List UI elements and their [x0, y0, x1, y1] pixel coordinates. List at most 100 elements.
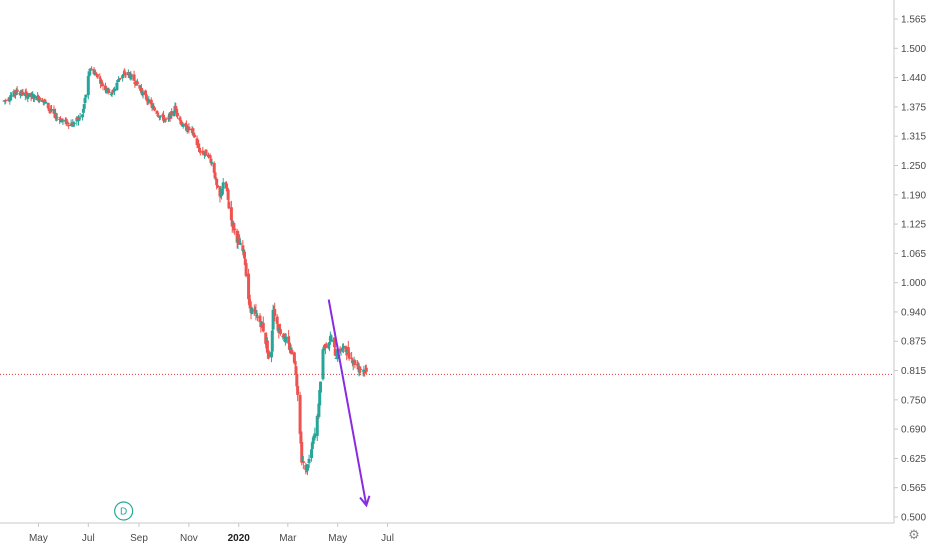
candle-body [264, 332, 268, 344]
candle-body [330, 339, 334, 342]
candle-body [25, 92, 29, 98]
candle-body [227, 201, 231, 209]
candle-body [153, 107, 157, 111]
candle-body [220, 188, 224, 195]
candles-layer [2, 66, 368, 476]
candle-body [226, 189, 230, 200]
candle-body [78, 116, 82, 118]
candle-body [237, 236, 241, 240]
candle-body [71, 122, 75, 127]
candle-body [179, 119, 183, 121]
y-tick-label: 0.940 [901, 307, 926, 318]
candle-body [345, 354, 349, 356]
candle-body [158, 115, 162, 118]
candle-body [265, 340, 269, 353]
candle-body [130, 74, 134, 76]
candle-body [156, 115, 160, 117]
candle-body [193, 135, 197, 138]
candle-body [317, 403, 321, 417]
x-tick-label: Sep [130, 533, 148, 544]
candle-body [9, 96, 13, 101]
candle-body [36, 95, 40, 101]
candle-body [101, 84, 105, 87]
candle-body [151, 106, 155, 108]
candle-body [350, 360, 354, 363]
candle-body [210, 162, 214, 164]
candle-body [117, 78, 121, 80]
annotation-layer: D [114, 299, 371, 521]
candle-body [247, 273, 251, 300]
candle-body [238, 240, 242, 245]
gear-icon[interactable]: ⚙ [908, 528, 920, 543]
candle-body [235, 230, 239, 243]
candle-body [208, 155, 212, 158]
candle-body [82, 104, 86, 109]
candle-body [284, 337, 288, 339]
candle-body [41, 99, 45, 102]
candle-body [341, 345, 345, 349]
candle-body [201, 150, 205, 154]
candle-body [129, 73, 133, 80]
candle-body [170, 111, 174, 115]
candle-body [195, 138, 199, 145]
candle-body [250, 307, 254, 315]
candle-body [144, 94, 148, 100]
candle-body [110, 92, 114, 95]
y-tick-label: 1.565 [901, 15, 926, 26]
candle-body [347, 352, 351, 359]
candle-body [327, 343, 331, 349]
candle-body [52, 108, 56, 114]
x-tick-label: May [29, 533, 48, 544]
candle-body [212, 163, 216, 173]
x-tick-label: Nov [180, 533, 198, 544]
candle-body [135, 81, 139, 85]
candle-body [92, 69, 96, 74]
candle-body [339, 350, 343, 352]
candle-body [105, 90, 109, 92]
candle-body [150, 104, 154, 108]
candle-body [364, 367, 368, 372]
candle-body [332, 337, 336, 348]
candle-body [23, 93, 27, 96]
candle-body [144, 90, 148, 96]
candle-body [161, 114, 165, 116]
candle-body [4, 99, 8, 101]
candle-body [174, 106, 178, 110]
candle-body [283, 336, 287, 343]
candle-body [255, 315, 259, 317]
candle-body [77, 118, 81, 120]
candle-body [60, 118, 64, 121]
y-tick-label: 1.250 [901, 161, 926, 172]
candle-body [27, 93, 31, 97]
candle-body [353, 360, 357, 365]
candle-body [41, 101, 45, 103]
candle-body [93, 72, 97, 75]
candle-body [270, 330, 274, 352]
y-tick-label: 1.190 [901, 190, 926, 201]
candle-body [59, 119, 63, 123]
candle-body [87, 71, 91, 77]
candle-body [64, 118, 68, 125]
candle-body [46, 102, 50, 109]
candle-body [229, 207, 233, 221]
y-tick-label: 1.440 [901, 73, 926, 84]
candle-body [338, 348, 342, 352]
candle-body [13, 90, 17, 95]
candle-body [356, 363, 360, 370]
candle-body [225, 187, 229, 192]
candle-body [241, 245, 245, 251]
candle-body [141, 92, 145, 96]
candle-body [333, 348, 337, 356]
candle-body [162, 119, 166, 122]
candle-body [224, 183, 228, 189]
y-tick-label: 1.065 [901, 249, 926, 260]
candle-body [122, 72, 126, 74]
candle-body [118, 77, 122, 79]
candle-body [346, 347, 350, 355]
candle-body [100, 82, 104, 85]
candle-body [306, 465, 310, 467]
y-tick-label: 0.565 [901, 483, 926, 494]
candle-body [155, 110, 159, 114]
